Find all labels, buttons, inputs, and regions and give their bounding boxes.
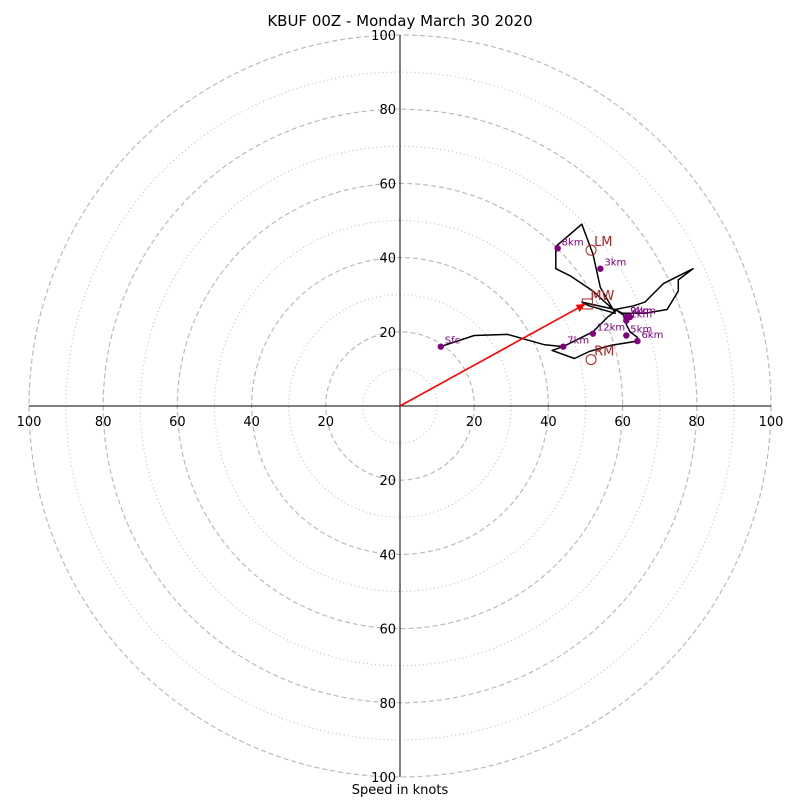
level-marker-8km [554, 245, 561, 252]
shear-vector-arrowhead [575, 303, 586, 312]
x-tick-right-80: 80 [689, 415, 706, 430]
axis-tick-labels: 20 20 20 20 40 40 40 40 60 60 60 60 80 80 80 80 100 100 10… [17, 29, 784, 786]
level-marker-6km [634, 337, 641, 345]
x-tick-right-20: 20 [466, 415, 483, 430]
x-tick-right-100: 100 [759, 415, 784, 430]
level-label-8km: 8km [562, 237, 584, 248]
level-label-3km: 3km [604, 258, 626, 269]
level-label-2km: 2km [630, 306, 652, 317]
speed-units-label: Speed in knots [351, 783, 449, 798]
level-marker-5km [623, 332, 630, 339]
chart-title: KBUF 00Z - Monday March 30 2020 [267, 12, 533, 30]
level-label-7km: 7km [567, 336, 589, 347]
storm-motion-label-mw: MW [590, 289, 614, 304]
x-tick-right-60: 60 [614, 415, 631, 430]
x-tick-left-20: 20 [318, 415, 335, 430]
level-marker-12km [589, 330, 597, 337]
y-tick-top-100: 100 [371, 29, 396, 44]
level-marker-9km [623, 313, 630, 321]
x-tick-left-40: 40 [243, 415, 260, 430]
x-tick-left-60: 60 [169, 415, 186, 430]
shear-vector-line [399, 303, 586, 407]
y-tick-top-80: 80 [379, 103, 396, 118]
level-marker-sfc [437, 343, 445, 350]
level-label-9km: 9km [630, 306, 652, 317]
y-tick-bottom-60: 60 [379, 623, 396, 638]
y-tick-top-60: 60 [379, 177, 396, 192]
storm-motion-label-rm: RM [594, 345, 614, 360]
y-tick-top-40: 40 [379, 252, 396, 267]
level-marker-7km [560, 343, 567, 350]
level-marker-3km [597, 265, 604, 272]
storm-motion-marker-rm [585, 354, 597, 366]
hodograph-trace-group [440, 223, 694, 360]
x-tick-left-100: 100 [17, 415, 42, 430]
y-tick-bottom-100: 100 [371, 771, 396, 786]
storm-motion-group: LM MW RM [581, 235, 615, 366]
level-label-1km: 1km [630, 310, 652, 321]
y-tick-bottom-80: 80 [379, 697, 396, 712]
storm-motion-marker-mw [581, 298, 593, 310]
level-label-4km: 4km [634, 306, 656, 317]
level-label-12km: 12km [597, 323, 625, 334]
x-tick-left-80: 80 [95, 415, 112, 430]
y-tick-bottom-40: 40 [379, 548, 396, 563]
y-tick-top-20: 20 [379, 326, 396, 341]
y-tick-bottom-20: 20 [379, 474, 396, 489]
hodograph-trace [440, 223, 694, 360]
level-label-sfc: Sfc [445, 336, 460, 347]
level-label-5km: 5km [630, 325, 652, 336]
shear-vector-group [399, 303, 586, 407]
storm-motion-label-lm: LM [594, 235, 612, 250]
x-tick-right-40: 40 [540, 415, 557, 430]
level-label-6km: 6km [641, 330, 663, 341]
storm-motion-marker-lm [585, 244, 597, 256]
